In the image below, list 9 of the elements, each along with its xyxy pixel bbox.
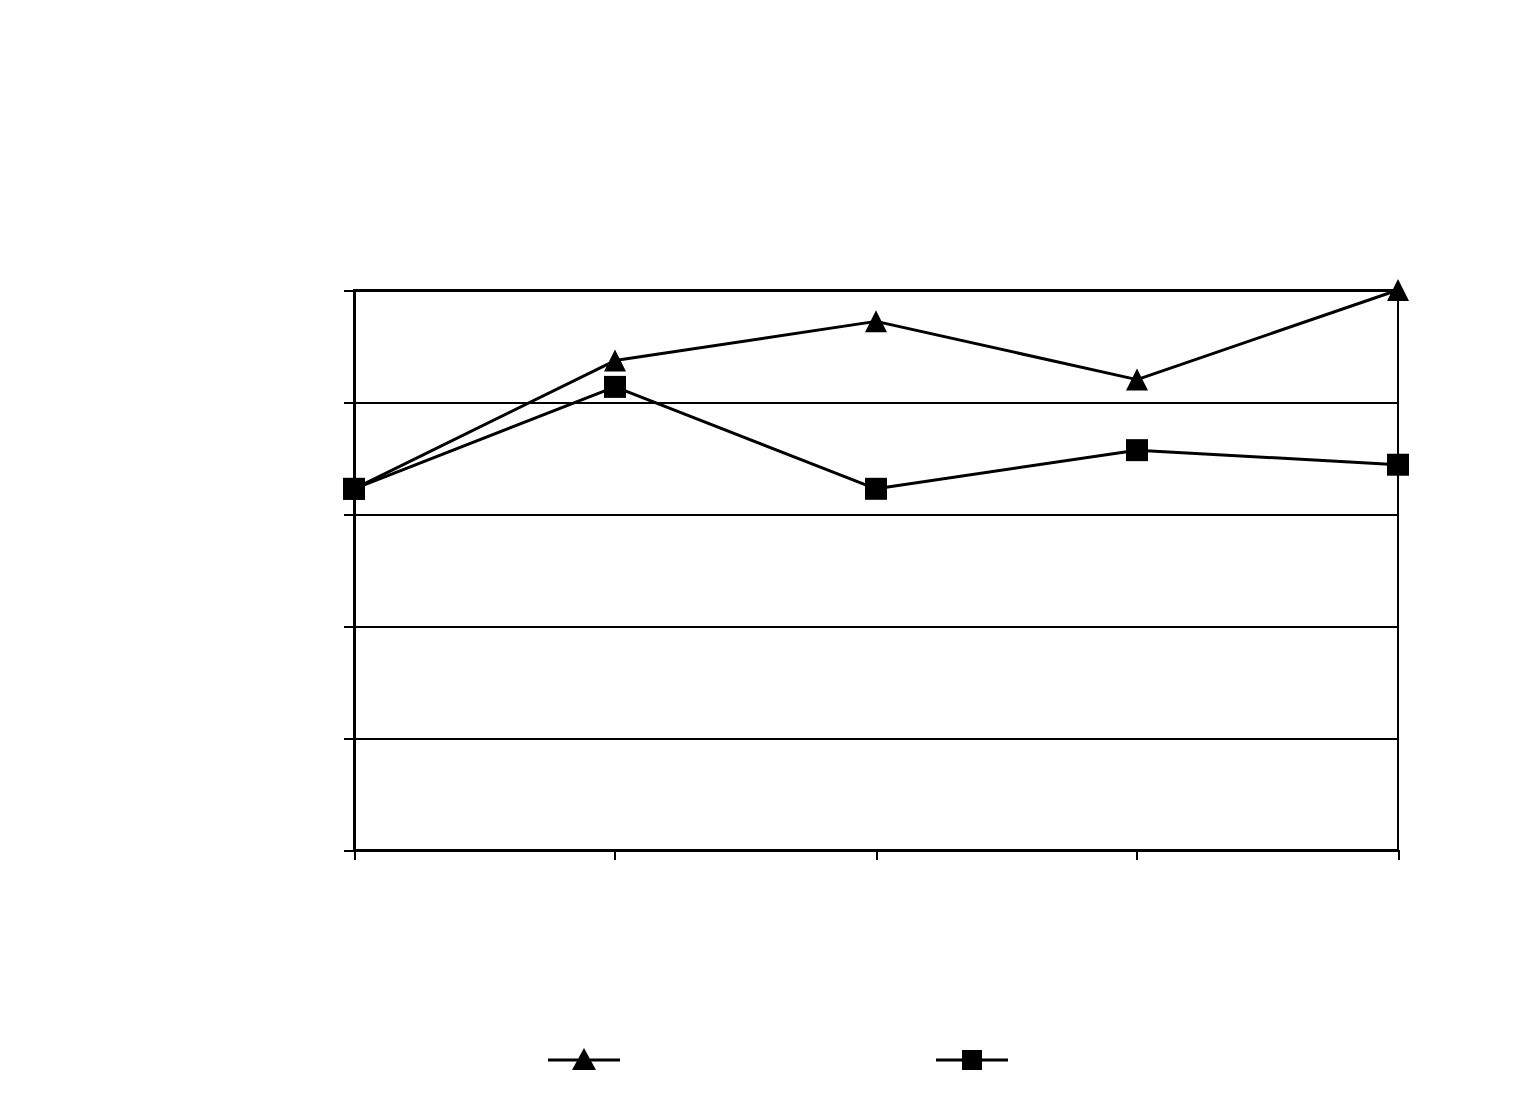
point xyxy=(343,477,365,500)
point xyxy=(1387,453,1409,476)
point xyxy=(1126,368,1148,391)
point xyxy=(604,349,626,372)
point xyxy=(1387,279,1409,301)
point xyxy=(1126,439,1148,462)
point xyxy=(604,375,626,398)
point xyxy=(865,477,887,500)
point xyxy=(865,310,887,333)
